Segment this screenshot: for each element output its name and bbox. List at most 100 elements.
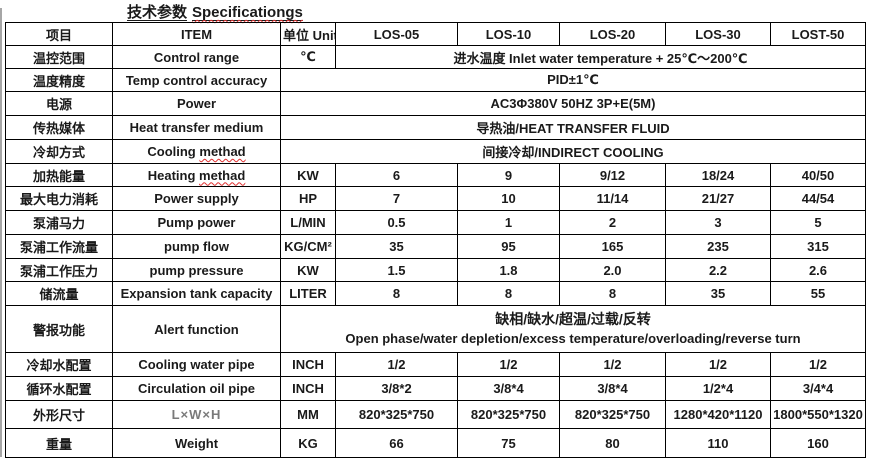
- unit-cell: HP: [280, 186, 336, 211]
- row-heating-capacity: 加热能量 Heating methad KW 6 9 9/12 18/24 40…: [5, 163, 866, 187]
- alert-line-zh: 缺相/缺水/超温/过载/反转: [495, 311, 651, 327]
- row-control-range: 温控范围 Control range ℃ 进水温度 Inlet water te…: [5, 45, 866, 69]
- value-cell: 10: [457, 186, 560, 211]
- value-cell: 40/50: [770, 163, 866, 187]
- header-model-los-05: LOS-05: [335, 22, 458, 46]
- spec-label-en: Cooling methad: [112, 139, 281, 164]
- misspelled-word: methad: [199, 167, 246, 183]
- value-cell: 95: [457, 234, 560, 259]
- row-cooling-method: 冷却方式 Cooling methad 间接冷却/INDIRECT COOLIN…: [5, 139, 866, 164]
- header-item-zh: 项目: [5, 22, 113, 46]
- spec-label-en: Heating methad: [112, 163, 281, 187]
- spec-label-zh: 加热能量: [5, 163, 113, 187]
- spec-label-zh: 电源: [5, 91, 113, 116]
- window-left-edge: [0, 8, 2, 457]
- row-heat-transfer-medium: 传热媒体 Heat transfer medium 导热油/HEAT TRANS…: [5, 115, 866, 140]
- unit-cell: INCH: [280, 352, 336, 377]
- value-cell: 1.8: [457, 258, 560, 282]
- spec-label-en: Weight: [112, 428, 281, 458]
- row-dimensions: 外形尺寸 L×W×H MM 820*325*750 820*325*750 82…: [5, 400, 866, 429]
- value-cell: 160: [770, 428, 866, 458]
- value-cell: 820*325*750: [559, 400, 666, 429]
- page-title-en: Specificationgs: [192, 4, 303, 21]
- unit-cell: INCH: [280, 376, 336, 401]
- value-cell: 8: [457, 281, 560, 306]
- spec-label-zh: 泵浦马力: [5, 210, 113, 235]
- value-cell: 2.6: [770, 258, 866, 282]
- value-cell: 6: [335, 163, 458, 187]
- header-unit: 单位 Unit: [280, 22, 336, 46]
- row-pump-flow: 泵浦工作流量 pump flow KG/CM² 35 95 165 235 31…: [5, 234, 866, 259]
- value-cell: 3/8*2: [335, 376, 458, 401]
- value-cell: 35: [335, 234, 458, 259]
- value-cell: 2.2: [665, 258, 771, 282]
- value-cell: 820*325*750: [335, 400, 458, 429]
- header-model-los-10: LOS-10: [457, 22, 560, 46]
- row-temp-accuracy: 温度精度 Temp control accuracy PID±1℃: [5, 68, 866, 92]
- value-cell: 3/8*4: [559, 376, 666, 401]
- spec-label-en: Power supply: [112, 186, 281, 211]
- value-cell: 315: [770, 234, 866, 259]
- spec-label-zh: 冷却方式: [5, 139, 113, 164]
- row-cooling-water-pipe: 冷却水配置 Cooling water pipe INCH 1/2 1/2 1/…: [5, 352, 866, 377]
- spec-label-en: Circulation oil pipe: [112, 376, 281, 401]
- value-cell: 8: [335, 281, 458, 306]
- row-weight: 重量 Weight KG 66 75 80 110 160: [5, 428, 866, 458]
- value-cell: 1/2: [559, 352, 666, 377]
- misspelled-word: methad: [199, 144, 246, 159]
- value-cell: 1/2: [457, 352, 560, 377]
- spec-label-en: Expansion tank capacity: [112, 281, 281, 306]
- value-cell: 1.5: [335, 258, 458, 282]
- value-cell: 75: [457, 428, 560, 458]
- value-cell: 44/54: [770, 186, 866, 211]
- merged-value-cell: 进水温度 Inlet water temperature + 25℃～200℃: [335, 45, 866, 69]
- merged-value-cell: 缺相/缺水/超温/过载/反转 Open phase/water depletio…: [280, 305, 866, 353]
- header-model-los-30: LOS-30: [665, 22, 771, 46]
- row-circulation-oil-pipe: 循环水配置 Circulation oil pipe INCH 3/8*2 3/…: [5, 376, 866, 401]
- spec-label-zh: 储流量: [5, 281, 113, 306]
- row-pump-pressure: 泵浦工作压力 pump pressure KW 1.5 1.8 2.0 2.2 …: [5, 258, 866, 282]
- row-pump-power: 泵浦马力 Pump power L/MIN 0.5 1 2 3 5: [5, 210, 866, 235]
- value-cell: 110: [665, 428, 771, 458]
- row-alert-function: 警报功能 Alert function 缺相/缺水/超温/过载/反转 Open …: [5, 305, 866, 353]
- value-cell: 11/14: [559, 186, 666, 211]
- spec-label-en: Heat transfer medium: [112, 115, 281, 140]
- spec-label-zh: 循环水配置: [5, 376, 113, 401]
- alert-line-en: Open phase/water depletion/excess temper…: [345, 331, 801, 346]
- row-tank-capacity: 储流量 Expansion tank capacity LITER 8 8 8 …: [5, 281, 866, 306]
- value-cell: 3/4*4: [770, 376, 866, 401]
- unit-cell: KW: [280, 258, 336, 282]
- value-cell: 1/2*4: [665, 376, 771, 401]
- page-title: 技术参数 Specificationgs: [127, 1, 303, 22]
- value-cell: 55: [770, 281, 866, 306]
- value-cell: 80: [559, 428, 666, 458]
- header-row: 项目 ITEM 单位 Unit LOS-05 LOS-10 LOS-20 LOS…: [5, 22, 866, 46]
- spec-label-en: Control range: [112, 45, 281, 69]
- spec-label-zh: 泵浦工作压力: [5, 258, 113, 282]
- spec-label-zh: 泵浦工作流量: [5, 234, 113, 259]
- value-cell: 9: [457, 163, 560, 187]
- spec-label-en: Power: [112, 91, 281, 116]
- value-cell: 35: [665, 281, 771, 306]
- spec-label-zh: 外形尺寸: [5, 400, 113, 429]
- spec-label-en: Pump power: [112, 210, 281, 235]
- header-item-en: ITEM: [112, 22, 281, 46]
- spec-label-zh: 传热媒体: [5, 115, 113, 140]
- merged-value-cell: 导热油/HEAT TRANSFER FLUID: [280, 115, 866, 140]
- value-cell: 1/2: [770, 352, 866, 377]
- unit-cell: ℃: [280, 45, 336, 69]
- header-model-lost-50: LOST-50: [770, 22, 866, 46]
- row-max-power-consumption: 最大电力消耗 Power supply HP 7 10 11/14 21/27 …: [5, 186, 866, 211]
- value-cell: 0.5: [335, 210, 458, 235]
- value-cell: 235: [665, 234, 771, 259]
- merged-value-cell: AC3Φ380V 50HZ 3P+E(5M): [280, 91, 866, 116]
- spec-label-zh: 最大电力消耗: [5, 186, 113, 211]
- spec-label-zh: 温控范围: [5, 45, 113, 69]
- unit-cell: L/MIN: [280, 210, 336, 235]
- value-cell: 1/2: [665, 352, 771, 377]
- spec-label-en: Temp control accuracy: [112, 68, 281, 92]
- header-model-los-20: LOS-20: [559, 22, 666, 46]
- merged-value-cell: 间接冷却/INDIRECT COOLING: [280, 139, 866, 164]
- spec-label-zh: 重量: [5, 428, 113, 458]
- value-cell: 3/8*4: [457, 376, 560, 401]
